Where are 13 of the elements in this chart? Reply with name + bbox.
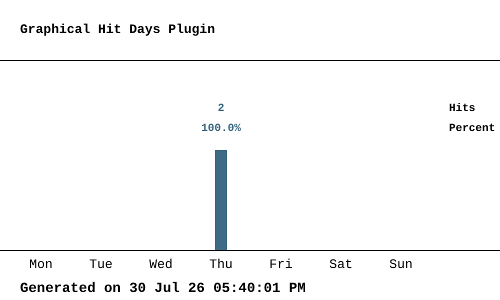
annotation: 100.0% (201, 123, 242, 135)
text: Generated on 30 Jul 26 05:40:01 PM (20, 281, 306, 297)
x-tick-label: Wed (149, 257, 173, 272)
chart-title: Graphical Hit Days Plugin (20, 22, 216, 37)
x-tick-label: Fri (269, 257, 293, 272)
data-label: 2 (218, 103, 224, 115)
text: Percent (449, 123, 496, 135)
x-tick-label: Sat (329, 257, 353, 272)
x-tick-label: Mon (29, 257, 53, 272)
x-tick-label: Tue (89, 257, 113, 272)
x-tick-label: Thu (209, 257, 233, 272)
x-tick-label: Sun (389, 257, 413, 272)
text: Hits (449, 103, 476, 115)
